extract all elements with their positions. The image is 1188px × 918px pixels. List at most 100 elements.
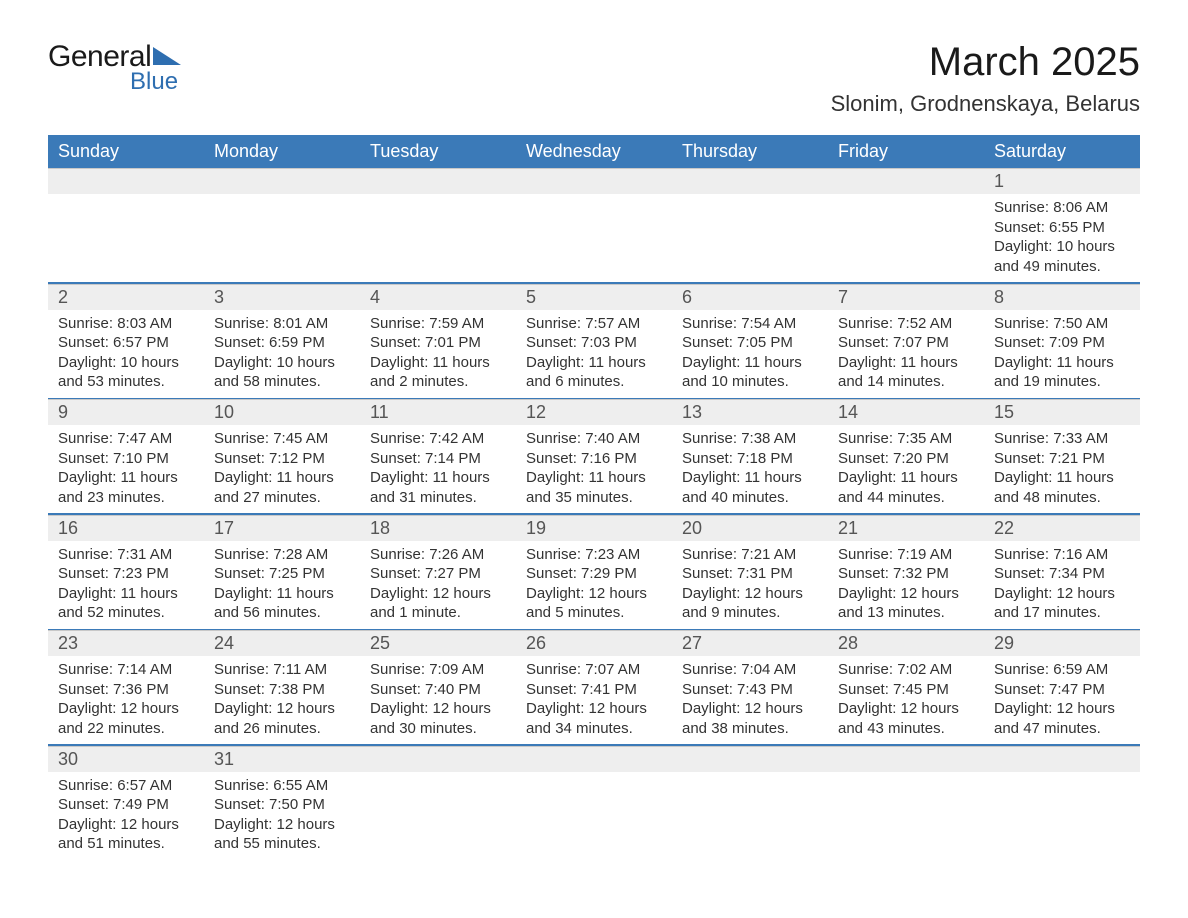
day-cell-line: Daylight: 12 hours (370, 699, 506, 719)
day-number: 27 (672, 631, 828, 657)
data-row: Sunrise: 7:14 AMSunset: 7:36 PMDaylight:… (48, 656, 1140, 744)
day-cell-line: Sunset: 7:12 PM (214, 449, 350, 469)
day-cell-line: Sunrise: 6:55 AM (214, 776, 350, 796)
day-cell-line: Sunrise: 7:09 AM (370, 660, 506, 680)
day-cell (672, 194, 828, 282)
day-cell: Sunrise: 7:14 AMSunset: 7:36 PMDaylight:… (48, 656, 204, 744)
day-cell-line: and 26 minutes. (214, 719, 350, 739)
day-header: Thursday (672, 135, 828, 169)
day-cell-line: and 9 minutes. (682, 603, 818, 623)
day-cell-line: and 13 minutes. (838, 603, 974, 623)
day-cell-line: Sunrise: 7:40 AM (526, 429, 662, 449)
day-cell-line: and 2 minutes. (370, 372, 506, 392)
day-number: 18 (360, 515, 516, 541)
day-number (204, 169, 360, 195)
day-cell: Sunrise: 6:55 AMSunset: 7:50 PMDaylight:… (204, 772, 360, 860)
day-cell-line: Sunrise: 7:47 AM (58, 429, 194, 449)
day-cell-line: Sunrise: 7:57 AM (526, 314, 662, 334)
day-cell-line: Sunset: 7:16 PM (526, 449, 662, 469)
day-cell-line: Sunrise: 7:23 AM (526, 545, 662, 565)
day-cell-line: Daylight: 10 hours (214, 353, 350, 373)
day-number: 15 (984, 400, 1140, 426)
location-text: Slonim, Grodnenskaya, Belarus (831, 91, 1140, 117)
day-cell-line: and 56 minutes. (214, 603, 350, 623)
day-cell-line: Sunrise: 7:28 AM (214, 545, 350, 565)
day-cell-line: Sunrise: 7:31 AM (58, 545, 194, 565)
day-cell-line: Sunset: 7:49 PM (58, 795, 194, 815)
day-cell (828, 772, 984, 860)
day-cell-line: and 14 minutes. (838, 372, 974, 392)
daynum-row: 23242526272829 (48, 631, 1140, 657)
day-cell: Sunrise: 7:04 AMSunset: 7:43 PMDaylight:… (672, 656, 828, 744)
data-row: Sunrise: 8:03 AMSunset: 6:57 PMDaylight:… (48, 310, 1140, 398)
day-cell-line: Daylight: 12 hours (682, 584, 818, 604)
day-cell-line: Daylight: 11 hours (682, 468, 818, 488)
day-cell-line: and 19 minutes. (994, 372, 1130, 392)
daynum-row: 3031 (48, 746, 1140, 772)
day-cell-line: Daylight: 12 hours (838, 584, 974, 604)
day-cell: Sunrise: 7:42 AMSunset: 7:14 PMDaylight:… (360, 425, 516, 513)
day-cell: Sunrise: 7:21 AMSunset: 7:31 PMDaylight:… (672, 541, 828, 629)
day-cell-line: Sunrise: 7:14 AM (58, 660, 194, 680)
day-header: Wednesday (516, 135, 672, 169)
daynum-row: 1 (48, 169, 1140, 195)
day-cell-line: Sunrise: 7:42 AM (370, 429, 506, 449)
day-cell-line: Daylight: 12 hours (994, 699, 1130, 719)
day-cell-line: Sunrise: 7:54 AM (682, 314, 818, 334)
day-cell-line: Daylight: 10 hours (58, 353, 194, 373)
day-cell (828, 194, 984, 282)
day-number (48, 169, 204, 195)
day-cell-line: and 49 minutes. (994, 257, 1130, 277)
day-cell-line: Sunset: 7:31 PM (682, 564, 818, 584)
day-number: 10 (204, 400, 360, 426)
day-number (516, 169, 672, 195)
day-cell-line: Sunset: 7:09 PM (994, 333, 1130, 353)
day-cell: Sunrise: 7:23 AMSunset: 7:29 PMDaylight:… (516, 541, 672, 629)
day-cell-line: Daylight: 12 hours (58, 699, 194, 719)
day-cell-line: and 40 minutes. (682, 488, 818, 508)
day-cell-line: and 10 minutes. (682, 372, 818, 392)
day-number: 20 (672, 515, 828, 541)
day-cell: Sunrise: 7:02 AMSunset: 7:45 PMDaylight:… (828, 656, 984, 744)
header: General Blue March 2025 Slonim, Grodnens… (48, 40, 1140, 117)
logo: General Blue (48, 40, 181, 96)
day-cell: Sunrise: 7:31 AMSunset: 7:23 PMDaylight:… (48, 541, 204, 629)
day-cell-line: Sunrise: 8:03 AM (58, 314, 194, 334)
day-cell-line: Sunset: 7:50 PM (214, 795, 350, 815)
day-number: 30 (48, 746, 204, 772)
day-cell-line: Sunset: 7:47 PM (994, 680, 1130, 700)
day-header: Friday (828, 135, 984, 169)
day-cell-line: Sunset: 6:59 PM (214, 333, 350, 353)
day-cell-line: Sunrise: 7:26 AM (370, 545, 506, 565)
day-number: 26 (516, 631, 672, 657)
day-cell: Sunrise: 7:52 AMSunset: 7:07 PMDaylight:… (828, 310, 984, 398)
day-number: 13 (672, 400, 828, 426)
day-cell-line: Sunset: 7:07 PM (838, 333, 974, 353)
day-cell: Sunrise: 7:28 AMSunset: 7:25 PMDaylight:… (204, 541, 360, 629)
day-number (672, 746, 828, 772)
day-cell-line: Sunrise: 7:59 AM (370, 314, 506, 334)
day-cell-line: Sunrise: 7:11 AM (214, 660, 350, 680)
day-number: 4 (360, 284, 516, 310)
day-number (828, 746, 984, 772)
day-cell-line: Daylight: 12 hours (526, 584, 662, 604)
day-cell-line: Sunset: 7:41 PM (526, 680, 662, 700)
day-number: 17 (204, 515, 360, 541)
day-cell-line: Daylight: 12 hours (838, 699, 974, 719)
day-number: 21 (828, 515, 984, 541)
day-number: 6 (672, 284, 828, 310)
day-cell-line: Sunset: 7:45 PM (838, 680, 974, 700)
daynum-row: 16171819202122 (48, 515, 1140, 541)
day-number: 19 (516, 515, 672, 541)
day-cell-line: and 38 minutes. (682, 719, 818, 739)
day-cell-line: Daylight: 11 hours (838, 468, 974, 488)
logo-triangle-icon (153, 45, 181, 70)
day-cell-line: Sunset: 7:05 PM (682, 333, 818, 353)
data-row: Sunrise: 7:47 AMSunset: 7:10 PMDaylight:… (48, 425, 1140, 513)
day-cell-line: and 17 minutes. (994, 603, 1130, 623)
day-number: 31 (204, 746, 360, 772)
day-cell-line: Sunrise: 8:01 AM (214, 314, 350, 334)
day-cell-line: and 23 minutes. (58, 488, 194, 508)
day-header: Monday (204, 135, 360, 169)
day-cell-line: Daylight: 11 hours (214, 468, 350, 488)
